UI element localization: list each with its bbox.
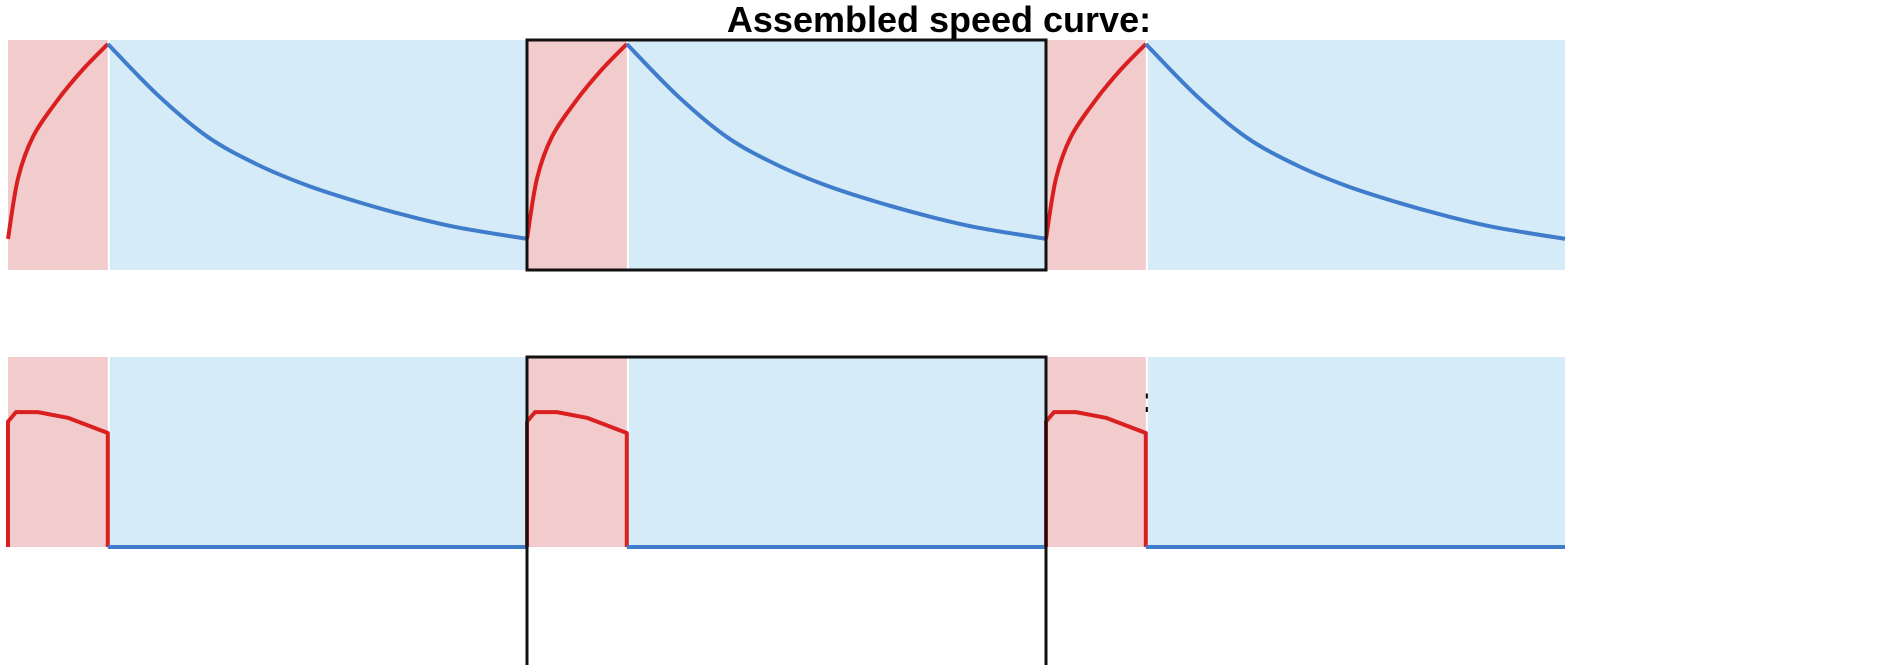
speed-cycle-2-powered-line <box>525 42 629 240</box>
speed-curve-panel <box>6 38 1566 272</box>
power-cycle-2-coast-region <box>628 357 1046 547</box>
power-cycle-1-powered-line <box>6 410 110 547</box>
power-cycle-3-coast-region <box>1147 357 1565 547</box>
power-cycle-2-powered-region <box>527 357 627 547</box>
speed-cycle-2-coast-line <box>625 42 1047 241</box>
power-highlighted-cycle-frame <box>525 355 1048 665</box>
speed-cycle-3-coast-line <box>1144 42 1566 241</box>
speed-cycle-3-coast-region <box>1147 40 1565 270</box>
power-cycle-3-powered-region <box>1046 357 1146 547</box>
speed-cycle-1-coast-line <box>106 42 528 241</box>
power-cycle-1-coast-region <box>109 357 528 547</box>
speed-highlighted-cycle-frame <box>525 38 1048 272</box>
speed-cycle-2-coast-region <box>628 40 1046 270</box>
speed-cycle-1-powered-line <box>6 42 110 240</box>
speed-chart-title: Assembled speed curve: <box>726 0 1152 40</box>
power-cycle-1-powered-region <box>8 357 108 547</box>
speed-cycle-3-powered-line <box>1044 42 1148 240</box>
speed-cycle-1-coast-region <box>109 40 528 270</box>
power-curve-panel <box>6 355 1565 665</box>
